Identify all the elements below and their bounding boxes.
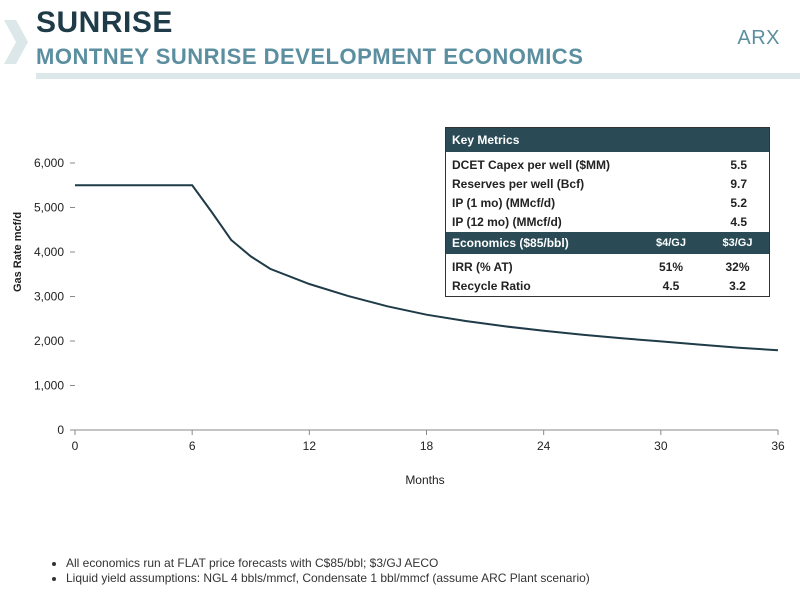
y-tick-label: 5,000 [34,201,64,215]
economics-label: Recycle Ratio [452,279,531,293]
footnote-item: All economics run at FLAT price forecast… [66,556,590,571]
economics-row: IRR (% AT) 51% 32% [446,258,769,277]
metric-value: 5.2 [730,196,747,210]
x-tick-label: 12 [303,439,317,453]
x-axis-label: Months [405,473,444,487]
chevron-icon [4,20,28,64]
metric-label: DCET Capex per well ($MM) [452,158,611,172]
footnote-item: Liquid yield assumptions: NGL 4 bbls/mmc… [66,571,590,586]
gas-rate-chart: 0 6 12 18 24 30 36 0 1,000 2,000 3,000 4,000 5,000 6,… [12,156,785,487]
series-line-gas-rate [75,184,779,352]
key-metrics-title: Key Metrics [446,128,769,152]
x-tick-label: 24 [537,439,551,453]
metric-label: Reserves per well (Bcf) [452,177,585,191]
x-tick-label: 0 [72,439,79,453]
y-tick-label: 0 [57,423,64,437]
metrics-row: Reserves per well (Bcf) 9.7 [446,175,769,194]
economics-value-2: 32% [725,260,750,274]
economics-col1-header: $4/GJ [656,237,686,249]
y-tick-label: 3,000 [34,290,64,304]
page-subtitle: MONTNEY SUNRISE DEVELOPMENT ECONOMICS [36,44,584,69]
metrics-row: DCET Capex per well ($MM) 5.5 [446,156,769,175]
x-tick-label: 30 [654,439,668,453]
y-tick-label: 2,000 [34,334,64,348]
economics-value-1: 51% [658,260,684,274]
company-logo: ARX [737,27,780,49]
footnotes: All economics run at FLAT price forecast… [50,556,590,586]
metric-label: IP (1 mo) (MMcf/d) [452,196,556,210]
metric-value: 9.7 [730,177,747,191]
header-divider [36,73,800,79]
economics-row: Recycle Ratio 4.5 3.2 [446,277,769,296]
metric-value: 5.5 [730,158,747,172]
economics-title: Economics ($85/bbl) [452,236,569,250]
x-tick-label: 36 [771,439,785,453]
chart-axes: 0 6 12 18 24 30 36 0 1,000 2,000 3,000 4,000 5,000 6,… [34,156,785,453]
metric-label: IP (12 mo) (MMcf/d) [452,215,562,229]
economics-col2-header: $3/GJ [722,237,753,249]
y-tick-label: 6,000 [34,156,64,170]
y-tick-label: 4,000 [34,245,64,259]
economics-value-2: 3.2 [729,279,746,293]
y-tick-label: 1,000 [34,379,64,393]
metric-value: 4.5 [730,215,747,229]
metrics-row: IP (12 mo) (MMcf/d) 4.5 [446,213,769,232]
metrics-row: IP (1 mo) (MMcf/d) 5.2 [446,194,769,213]
economics-label: IRR (% AT) [452,260,513,274]
x-tick-label: 6 [189,439,196,453]
page-title: SUNRISE [36,6,173,39]
y-axis-label: Gas Rate mcf/d [12,212,24,292]
economics-header: Economics ($85/bbl) $4/GJ $3/GJ [446,232,769,254]
key-metrics-table: Key Metrics DCET Capex per well ($MM) 5.… [445,127,770,297]
economics-value-1: 4.5 [662,279,680,293]
x-tick-label: 18 [420,439,434,453]
